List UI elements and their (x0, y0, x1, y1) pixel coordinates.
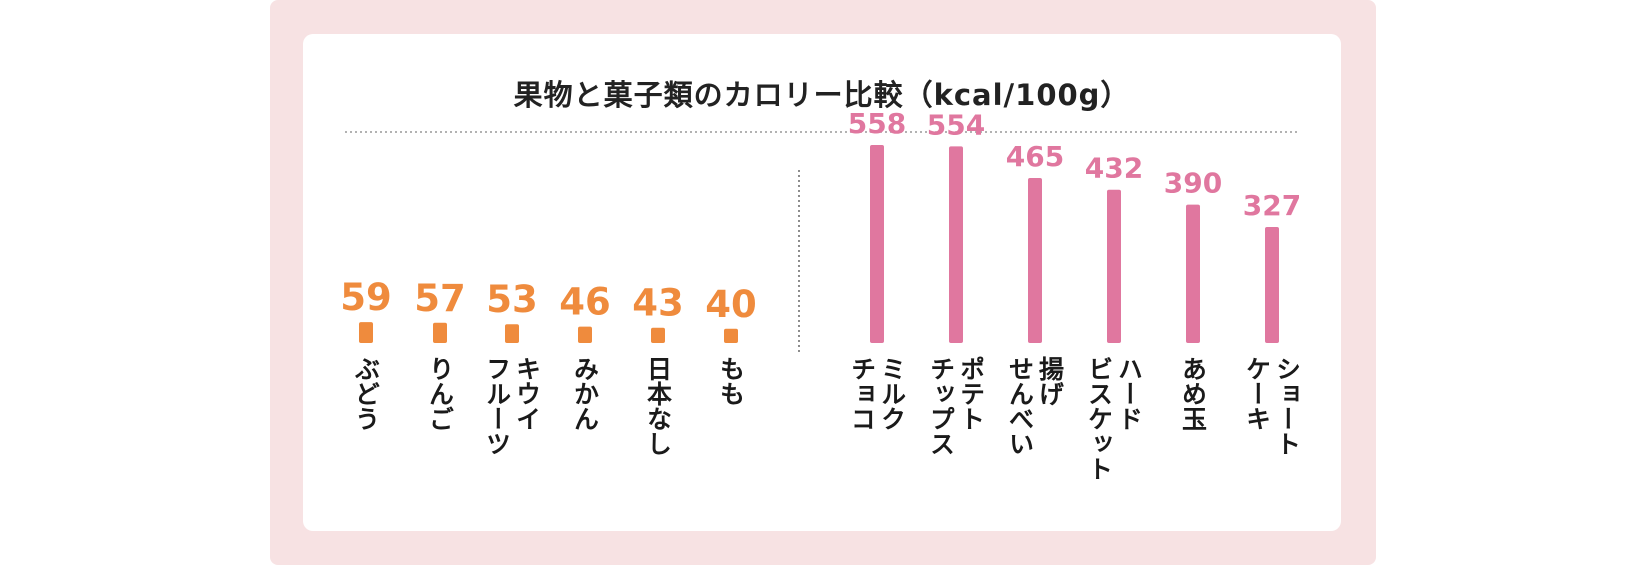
bar-snack-1 (949, 146, 963, 343)
category-label-snack-0-0: ミルク (878, 356, 907, 431)
value-label-fruit-1: 57 (414, 277, 466, 320)
chart-card (303, 34, 1341, 531)
category-label-fruit-3-0: みかん (571, 356, 600, 431)
bar-fruit-2 (505, 324, 519, 343)
value-label-fruit-0: 59 (340, 276, 392, 319)
category-label-snack-4-0: あめ玉 (1179, 356, 1208, 431)
category-label-snack-5-1: ケーキ (1243, 356, 1272, 431)
value-label-fruit-5: 40 (705, 283, 757, 326)
chart-title: 果物と菓子類のカロリー比較（kcal/100g） (513, 78, 1131, 112)
bar-snack-0 (870, 145, 884, 343)
value-label-snack-2: 465 (1006, 140, 1064, 173)
bar-snack-4 (1186, 204, 1200, 343)
bar-fruit-5 (724, 328, 738, 343)
category-label-snack-3-1: ビスケット (1085, 356, 1114, 481)
category-label-snack-3-0: ハード (1115, 356, 1144, 431)
category-label-fruit-0-0: ぶどう (352, 356, 381, 431)
bar-snack-3 (1107, 189, 1121, 343)
bar-snack-2 (1028, 178, 1042, 343)
category-label-fruit-4-0: 日本なし (644, 356, 673, 456)
category-label-fruit-2-0: キウイ (513, 356, 542, 431)
category-label-snack-5-0: ショート (1273, 356, 1302, 456)
category-label-fruit-1-0: りんご (426, 356, 455, 431)
category-label-snack-2-0: 揚げ (1036, 356, 1065, 406)
bar-fruit-4 (651, 327, 665, 343)
value-label-fruit-3: 46 (559, 281, 611, 324)
bar-snack-5 (1265, 226, 1279, 343)
value-label-snack-3: 432 (1085, 152, 1143, 185)
value-label-snack-4: 390 (1164, 167, 1222, 200)
value-label-fruit-4: 43 (632, 282, 684, 325)
category-label-snack-0-1: チョコ (848, 356, 877, 431)
bar-fruit-1 (433, 322, 447, 343)
value-label-snack-5: 327 (1243, 189, 1301, 222)
bar-fruit-3 (578, 326, 592, 343)
category-label-fruit-2-1: フルーツ (483, 356, 512, 456)
bar-fruit-0 (359, 322, 373, 343)
value-label-snack-0: 558 (848, 107, 906, 140)
category-label-snack-2-1: せんべい (1006, 356, 1035, 456)
category-label-snack-1-1: チップス (927, 356, 956, 456)
value-label-fruit-2: 53 (486, 278, 538, 321)
category-label-fruit-5-0: もも (717, 356, 746, 406)
value-label-snack-1: 554 (927, 108, 985, 141)
category-label-snack-1-0: ポテト (957, 356, 986, 431)
